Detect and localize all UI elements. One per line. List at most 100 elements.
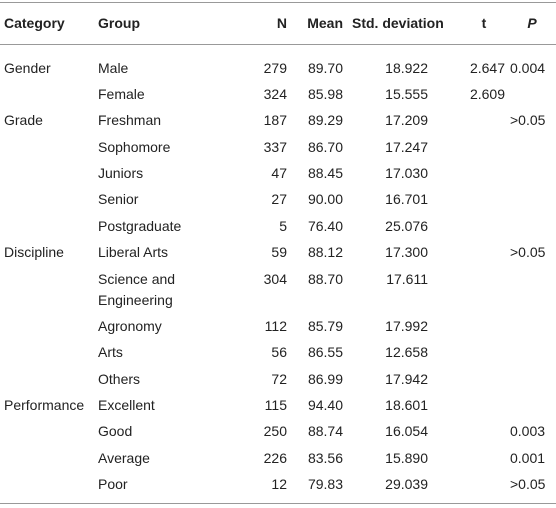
table-cell xyxy=(508,213,556,239)
table-cell: Agronomy xyxy=(98,317,162,334)
table-cell: 17.611 xyxy=(386,270,428,287)
table-cell: 72 xyxy=(271,370,287,387)
table-row: Postgraduate 5 76.40 25.076 xyxy=(0,213,556,239)
table-cell: 0.001 xyxy=(510,449,546,466)
table-cell xyxy=(460,134,508,160)
table-cell xyxy=(508,134,556,160)
table-cell: 337 xyxy=(263,138,287,155)
table-row: Good 250 88.74 16.054 0.003 xyxy=(0,419,556,445)
table-cell: Male xyxy=(98,59,129,76)
table-cell: 250 xyxy=(263,423,287,440)
table-cell: 88.45 xyxy=(307,165,343,181)
table-cell: 279 xyxy=(263,59,287,76)
table-cell: 86.70 xyxy=(307,138,343,155)
table-row: Performance Excellent 115 94.40 18.601 xyxy=(0,392,556,418)
table-cell: 0.003 xyxy=(510,423,546,440)
table-row: Sophomore 337 86.70 17.247 xyxy=(0,134,556,160)
table-cell xyxy=(460,108,508,134)
column-header: Category xyxy=(4,15,65,31)
table-cell: Female xyxy=(98,85,145,102)
table-cell xyxy=(0,266,94,313)
table-cell: 115 xyxy=(264,397,287,413)
table-row: Discipline Liberal Arts 59 88.12 17.300 >0.05 xyxy=(0,239,556,265)
table-cell: Postgraduate xyxy=(98,217,182,234)
table-cell xyxy=(508,366,556,392)
column-header: Group xyxy=(98,15,140,31)
table-cell: Excellent xyxy=(98,397,155,413)
table-cell xyxy=(508,81,556,107)
table-cell: Gender xyxy=(4,59,51,76)
table-cell xyxy=(460,160,508,186)
table-body: Gender Male 279 89.70 18.922 2.647 0.004 Female… xyxy=(0,45,556,504)
table-cell: Poor xyxy=(98,476,128,493)
table-row: Average 226 83.56 15.890 0.001 xyxy=(0,445,556,471)
table-cell: 47 xyxy=(271,165,287,181)
table-cell: Science and Engineering xyxy=(98,270,176,308)
table-cell xyxy=(508,392,556,418)
table-cell: 88.74 xyxy=(307,423,343,440)
table-cell: 85.98 xyxy=(307,85,343,102)
table-cell: Senior xyxy=(98,191,139,208)
table-cell xyxy=(460,213,508,239)
table-cell: 17.300 xyxy=(385,244,428,261)
table-cell: 86.55 xyxy=(307,344,343,361)
table-cell: 324 xyxy=(263,85,287,102)
table-cell xyxy=(508,160,556,186)
table-cell xyxy=(0,213,94,239)
table-cell: 15.555 xyxy=(385,85,428,102)
table-row: Grade Freshman 187 89.29 17.209 >0.05 xyxy=(0,108,556,134)
table-cell: 88.12 xyxy=(307,244,343,261)
table-cell xyxy=(460,239,508,265)
table-cell xyxy=(460,419,508,445)
table-cell: 304 xyxy=(263,270,287,287)
table-cell xyxy=(0,340,94,366)
table-cell xyxy=(508,266,556,313)
table-cell xyxy=(460,187,508,213)
table-cell: Discipline xyxy=(4,244,64,261)
table-cell: 85.79 xyxy=(307,317,343,334)
table-cell: Freshman xyxy=(98,112,162,129)
table-cell xyxy=(460,445,508,471)
table-row: Others 72 86.99 17.942 xyxy=(0,366,556,392)
table-row: Gender Male 279 89.70 18.922 2.647 0.004 xyxy=(0,45,556,82)
table-cell xyxy=(0,471,94,503)
table-cell xyxy=(508,313,556,339)
table-cell: Arts xyxy=(98,344,123,361)
table-cell xyxy=(0,419,94,445)
header-row: Category Group N Mean Std. deviation t P xyxy=(0,2,556,45)
table-cell: 12 xyxy=(271,476,287,493)
table-cell: Good xyxy=(98,423,133,440)
table-cell: Performance xyxy=(4,397,85,413)
table-cell: 89.29 xyxy=(307,112,343,129)
table-cell: Liberal Arts xyxy=(98,244,169,261)
table-cell: 2.609 xyxy=(469,85,505,102)
table-cell: 5 xyxy=(279,217,287,234)
table-cell: 79.83 xyxy=(307,476,343,493)
table-cell: 17.209 xyxy=(385,112,428,129)
table-cell: 15.890 xyxy=(385,449,428,466)
table-cell: 2.647 xyxy=(469,59,505,76)
table-cell: 16.701 xyxy=(385,191,428,208)
table-cell: 12.658 xyxy=(385,344,428,361)
table-cell: 17.247 xyxy=(385,138,428,155)
table-row: Female 324 85.98 15.555 2.609 xyxy=(0,81,556,107)
table-cell: 18.922 xyxy=(385,59,428,76)
table-cell: 86.99 xyxy=(307,370,343,387)
table-cell: 89.70 xyxy=(307,59,343,76)
table-cell xyxy=(460,340,508,366)
column-header: Std. deviation xyxy=(352,15,444,31)
table-cell: 226 xyxy=(263,449,287,466)
table-cell xyxy=(0,445,94,471)
column-header: t xyxy=(481,15,487,31)
table-cell: >0.05 xyxy=(510,476,546,493)
table-cell xyxy=(460,471,508,503)
table-cell xyxy=(460,313,508,339)
table-cell xyxy=(0,81,94,107)
table-row: Senior 27 90.00 16.701 xyxy=(0,187,556,213)
table-cell: Juniors xyxy=(98,165,144,181)
table-cell: Others xyxy=(98,370,141,387)
table-cell xyxy=(0,187,94,213)
table-cell: 17.030 xyxy=(385,165,428,181)
table-cell: 25.076 xyxy=(385,217,428,234)
table-cell: 17.992 xyxy=(385,317,428,334)
